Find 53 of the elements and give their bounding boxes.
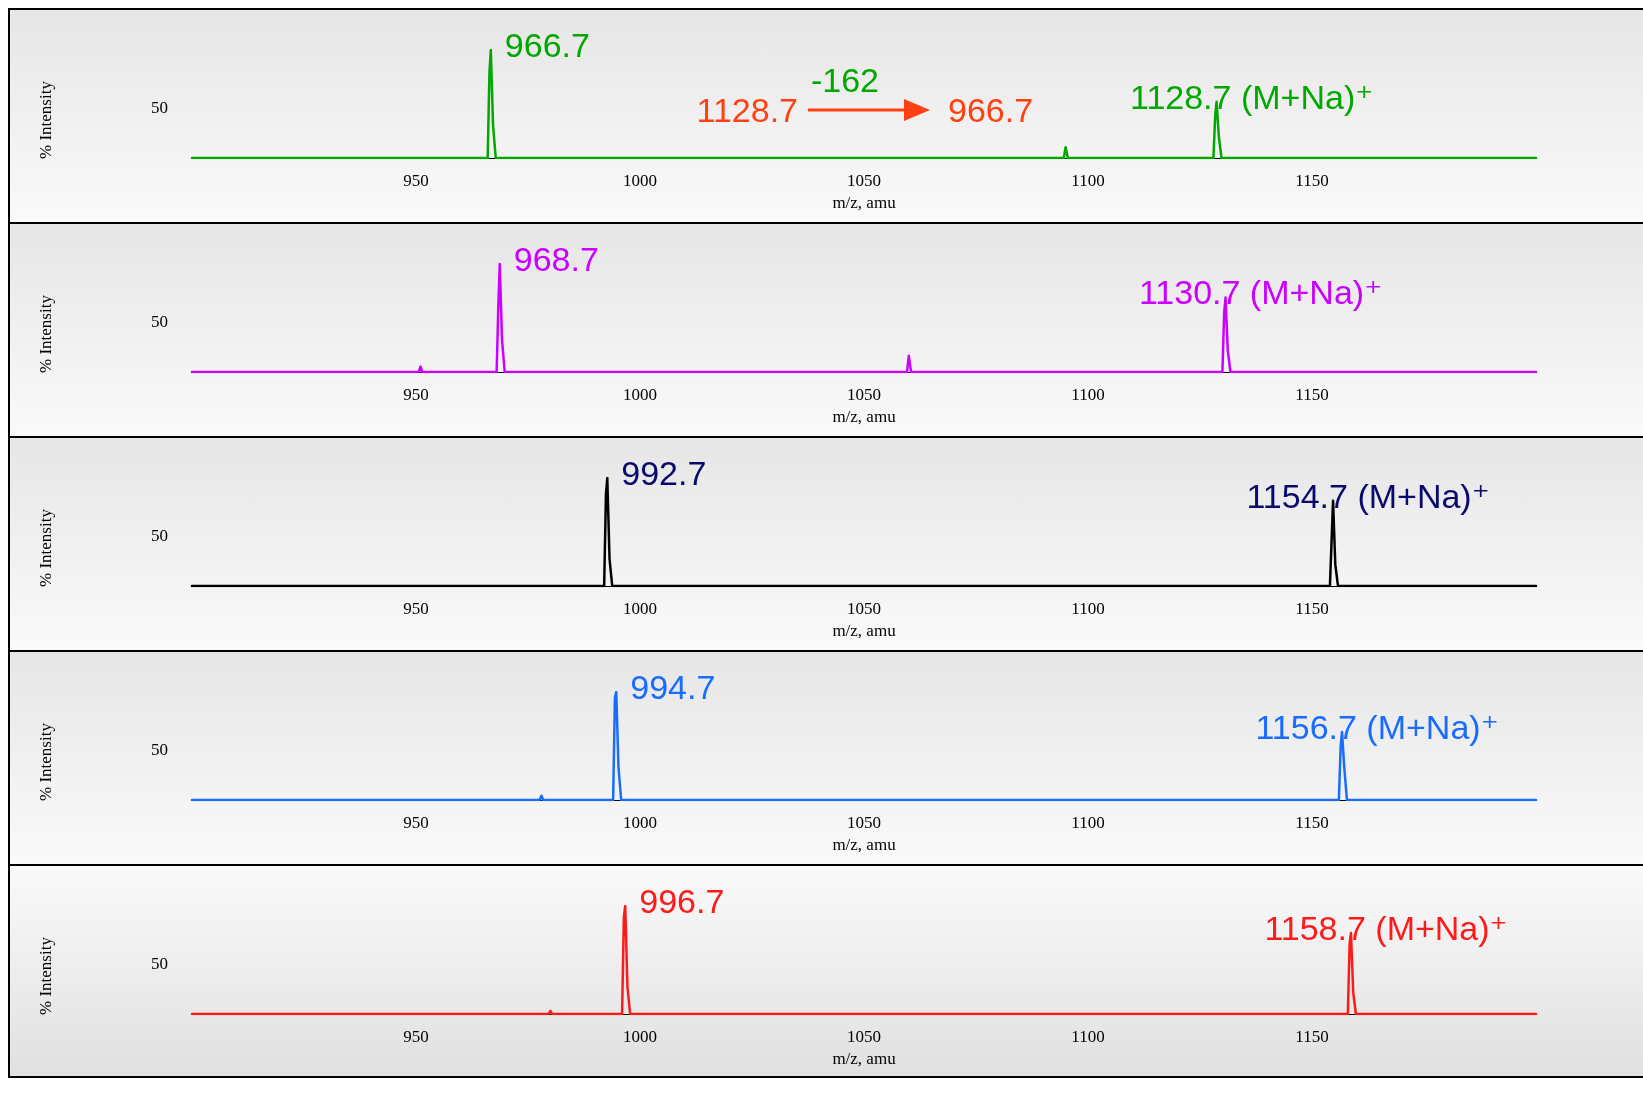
x-axis-title: m/z, amu (832, 834, 897, 854)
x-axis-title: m/z, amu (832, 1048, 897, 1068)
x-tick-label: 1100 (1071, 385, 1105, 404)
x-tick-label: 950 (403, 1027, 429, 1046)
x-tick-label: 1150 (1295, 1027, 1329, 1046)
y-axis-title: % Intensity (36, 80, 56, 161)
annotation: 996.7 (639, 882, 725, 920)
x-tick-label: 1050 (847, 599, 881, 618)
x-axis-title: m/z, amu (832, 406, 897, 426)
text: 50 (151, 97, 168, 117)
text: 50 (151, 525, 168, 545)
annotation: 1158.7 (M+Na)⁺ (1264, 909, 1508, 947)
annotation: 994.7 (630, 668, 716, 706)
x-axis-title: m/z, amu (832, 620, 897, 640)
x-tick-label: 1150 (1295, 171, 1329, 190)
annotation: 1128.7 (M+Na)⁺ (1130, 77, 1374, 116)
annotation: 966.7 (948, 91, 1034, 129)
text: 50 (151, 739, 168, 759)
x-tick-label: 950 (403, 813, 429, 832)
text: 50 (151, 311, 168, 331)
x-tick-label: 1000 (623, 813, 657, 832)
x-tick-label: 1100 (1071, 1027, 1105, 1046)
annotation: 968.7 (513, 240, 599, 278)
x-tick-label: 1050 (847, 813, 881, 832)
y-axis-title: % Intensity (36, 722, 56, 803)
x-tick-label: 1000 (623, 171, 657, 190)
x-tick-label: 1150 (1295, 385, 1329, 404)
x-tick-label: 1100 (1071, 599, 1105, 618)
x-tick-label: 1050 (847, 171, 881, 190)
y-axis-title: % Intensity (36, 508, 56, 589)
x-tick-label: 950 (403, 385, 429, 404)
annotation: 1156.7 (M+Na)⁺ (1255, 707, 1499, 746)
annotation: 966.7 (504, 26, 590, 64)
x-tick-label: 1000 (623, 385, 657, 404)
x-tick-label: 1150 (1295, 599, 1329, 618)
text: 50 (151, 953, 168, 973)
annotation: 1154.7 (M+Na)⁺ (1246, 476, 1490, 515)
x-tick-label: 950 (403, 171, 429, 190)
annotation: -162 (810, 61, 880, 99)
x-tick-label: 1050 (847, 385, 881, 404)
y-axis-title: % Intensity (36, 294, 56, 375)
x-tick-label: 1000 (623, 599, 657, 618)
x-tick-label: 950 (403, 599, 429, 618)
annotation: 992.7 (621, 454, 707, 492)
x-tick-label: 1100 (1071, 171, 1105, 190)
annotation: 1130.7 (M+Na)⁺ (1138, 273, 1383, 312)
y-axis-title: % Intensity (36, 936, 56, 1017)
annotation: 1128.7 (696, 91, 798, 129)
x-tick-label: 1050 (847, 1027, 881, 1046)
x-tick-label: 1100 (1071, 813, 1105, 832)
x-axis-title: m/z, amu (832, 192, 897, 212)
x-tick-label: 1000 (623, 1027, 657, 1046)
x-tick-label: 1150 (1295, 813, 1329, 832)
